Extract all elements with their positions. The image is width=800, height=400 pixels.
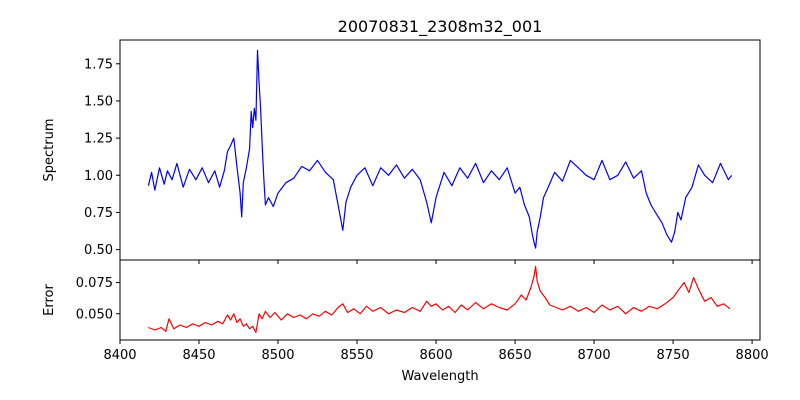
error-y-tick-label: 0.075 [76, 276, 113, 291]
spectrum-y-tick-label: 0.50 [84, 243, 113, 258]
x-tick-label: 8500 [261, 348, 294, 363]
x-tick-label: 8400 [103, 348, 136, 363]
x-tick-label: 8700 [578, 348, 611, 363]
spectrum-x-ticks [119, 260, 753, 264]
spectrum-y-tick-label: 1.75 [84, 57, 113, 72]
x-tick-label: 8450 [182, 348, 215, 363]
spectrum-y-tick-label: 0.75 [84, 206, 113, 221]
x-axis-label: Wavelength [401, 369, 478, 384]
spectrum-series-line [147, 49, 733, 249]
error-x-axis: 8400 8450 8500 8550 8600 8650 8700 8750 8800 [103, 340, 769, 363]
x-tick-label: 8800 [736, 348, 769, 363]
x-tick-label: 8600 [420, 348, 453, 363]
spectrum-panel: 0.50 0.75 1.00 1.25 1.50 1.75 Spectrum [42, 39, 761, 264]
x-tick-label: 8750 [657, 348, 690, 363]
x-tick-label: 8550 [340, 348, 373, 363]
spectrum-y-tick-label: 1.00 [84, 169, 113, 184]
spectrum-y-axis: 0.50 0.75 1.00 1.25 1.50 1.75 [84, 57, 120, 258]
error-y-tick-label: 0.050 [76, 307, 113, 322]
chart-title: 20070831_2308m32_001 [338, 17, 543, 37]
spectrum-y-label: Spectrum [42, 119, 57, 182]
x-tick-label: 8650 [499, 348, 532, 363]
error-series-line [148, 265, 731, 334]
spectrum-y-tick-label: 1.50 [84, 94, 113, 109]
spectrum-y-tick-label: 1.25 [84, 132, 113, 147]
error-plot-area [119, 259, 761, 341]
error-y-axis: 0.050 0.075 [76, 276, 120, 322]
error-y-label: Error [42, 284, 57, 316]
